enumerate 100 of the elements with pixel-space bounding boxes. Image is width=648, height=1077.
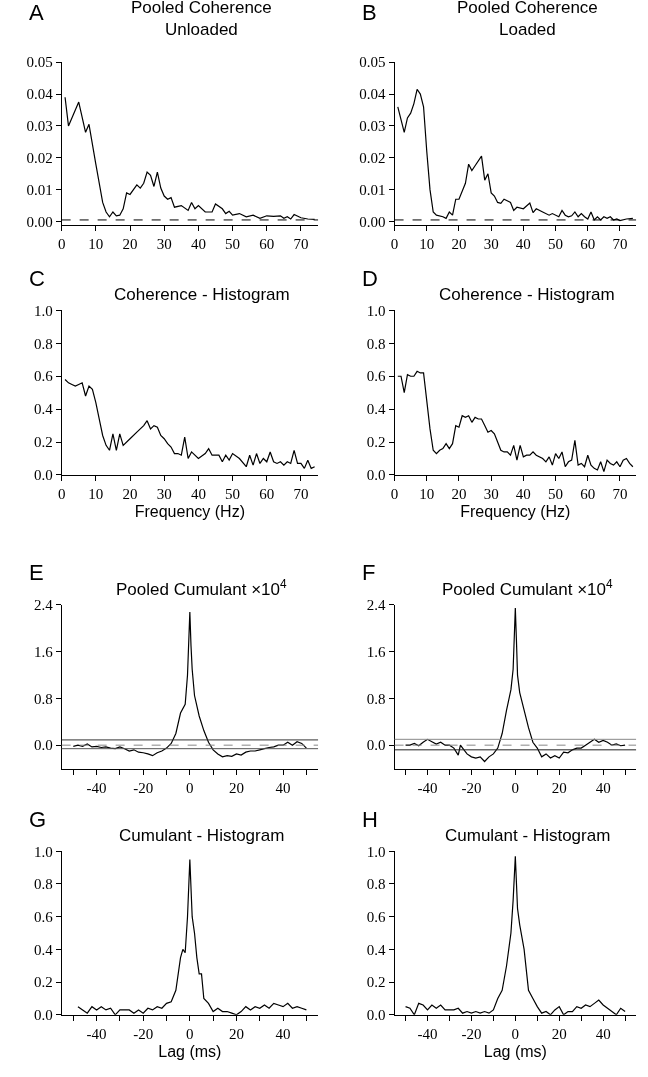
y-tick-label: 2.4 — [33, 597, 54, 614]
y-tick-label: 0.2 — [366, 434, 386, 451]
y-tick-label: 1.0 — [33, 843, 53, 860]
x-tick-label: 10 — [419, 485, 435, 502]
x-tick-label: 20 — [122, 235, 138, 252]
y-tick-label: 1.6 — [366, 643, 387, 660]
y-tick-label: 0.4 — [33, 401, 54, 418]
x-tick-label: -40 — [417, 1025, 438, 1042]
y-tick-label: 0.8 — [33, 335, 53, 352]
y-tick-label: 0.2 — [366, 974, 386, 991]
x-axis-title: Lag (ms) — [158, 1042, 222, 1060]
y-tick-label: 0.03 — [26, 118, 53, 135]
x-tick-label: 10 — [88, 485, 104, 502]
x-tick-label: 30 — [156, 485, 172, 502]
x-tick-label: 40 — [190, 235, 206, 252]
y-tick-label: 2.4 — [366, 597, 387, 614]
y-tick-label: 0.0 — [366, 1007, 386, 1024]
chart-title: Cumulant - Histogram — [445, 826, 611, 845]
line-series — [64, 378, 316, 469]
x-tick-label: 30 — [156, 235, 172, 252]
y-tick-label: 0.8 — [366, 876, 386, 893]
x-tick-label: 60 — [259, 485, 275, 502]
x-tick-label: 0 — [390, 485, 399, 502]
y-tick-label: 1.0 — [33, 302, 53, 319]
x-tick-label: -40 — [86, 779, 107, 796]
text: E — [29, 560, 44, 585]
y-tick-label: 0.00 — [26, 213, 53, 230]
chart-title: Pooled Cumulant ×10$^{4}$ — [116, 577, 287, 600]
y-tick-label: 0.8 — [366, 335, 386, 352]
x-tick-label: 0 — [57, 235, 66, 252]
x-tick-label: 30 — [483, 485, 499, 502]
y-tick-label: 0.01 — [26, 181, 53, 198]
x-tick-label: 20 — [551, 1025, 567, 1042]
x-tick-label: 70 — [293, 485, 309, 502]
x-tick-label: 10 — [419, 235, 435, 252]
x-axis-title: Frequency (Hz) — [134, 502, 245, 520]
text: B — [362, 0, 377, 25]
text: D — [362, 266, 378, 291]
x-tick-label: 50 — [548, 485, 564, 502]
chart-title: Cumulant - Histogram — [119, 826, 285, 845]
x-tick-label: 20 — [228, 1025, 244, 1042]
y-tick-label: 0.6 — [366, 908, 387, 925]
y-tick-label: 0.0 — [366, 467, 386, 484]
x-tick-label: 50 — [548, 235, 564, 252]
x-tick-label: 50 — [225, 485, 241, 502]
x-tick-label: 20 — [228, 779, 244, 796]
x-tick-label: 0 — [57, 485, 66, 502]
text: F — [362, 560, 376, 585]
x-tick-label: 0 — [186, 779, 194, 796]
chart-title: Coherence - Histogram — [114, 285, 290, 304]
y-tick-label: 0.0 — [33, 1007, 53, 1024]
x-tick-label: 0 — [186, 1025, 194, 1042]
chart-title: Pooled Cumulant ×10$^{4}$ — [442, 577, 613, 600]
x-tick-label: 40 — [275, 779, 291, 796]
y-tick-label: 0.2 — [33, 974, 53, 991]
x-tick-label: 70 — [293, 235, 309, 252]
y-tick-label: 0.4 — [366, 941, 387, 958]
line-series — [397, 370, 634, 473]
text: H — [362, 807, 378, 832]
y-tick-label: 0.6 — [33, 908, 54, 925]
chart-title: Coherence - Histogram — [439, 285, 615, 304]
x-tick-label: -20 — [461, 779, 482, 796]
x-tick-label: 20 — [451, 485, 467, 502]
y-tick-label: 0.0 — [33, 737, 53, 754]
y-tick-label: 1.0 — [366, 302, 386, 319]
x-tick-label: 60 — [259, 235, 275, 252]
y-tick-label: 0.8 — [366, 690, 386, 707]
y-tick-label: 0.05 — [26, 54, 53, 71]
x-tick-label: -20 — [133, 779, 154, 796]
y-tick-label: 0.02 — [26, 150, 53, 167]
x-tick-label: -40 — [417, 779, 438, 796]
text: A — [29, 0, 44, 25]
x-tick-label: 60 — [580, 485, 596, 502]
line-series — [72, 611, 307, 758]
y-tick-label: 0.03 — [359, 118, 386, 135]
line-series — [404, 607, 626, 763]
x-tick-label: -20 — [461, 1025, 482, 1042]
x-tick-label: 0 — [511, 779, 520, 796]
y-tick-label: 0.4 — [366, 401, 387, 418]
y-tick-label: 0.01 — [359, 181, 386, 198]
y-tick-label: 0.04 — [359, 86, 387, 103]
line-series — [64, 96, 316, 220]
y-tick-label: 0.4 — [33, 941, 54, 958]
x-tick-label: 70 — [612, 235, 628, 252]
x-axis-title: Lag (ms) — [483, 1042, 547, 1060]
x-tick-label: 0 — [390, 235, 399, 252]
text: C — [29, 266, 45, 291]
y-tick-label: 0.0 — [366, 737, 386, 754]
y-tick-label: 0.6 — [366, 368, 387, 385]
x-tick-label: 50 — [225, 235, 241, 252]
y-tick-label: 1.6 — [33, 643, 54, 660]
y-tick-label: 0.02 — [359, 150, 386, 167]
y-tick-label: 0.8 — [33, 876, 53, 893]
y-tick-label: 0.6 — [33, 368, 54, 385]
x-tick-label: 40 — [595, 779, 611, 796]
x-axis-title: Frequency (Hz) — [460, 502, 571, 520]
y-tick-label: 1.0 — [366, 843, 386, 860]
x-tick-label: -40 — [86, 1025, 107, 1042]
line-series — [397, 88, 634, 222]
x-tick-label: 10 — [88, 235, 104, 252]
